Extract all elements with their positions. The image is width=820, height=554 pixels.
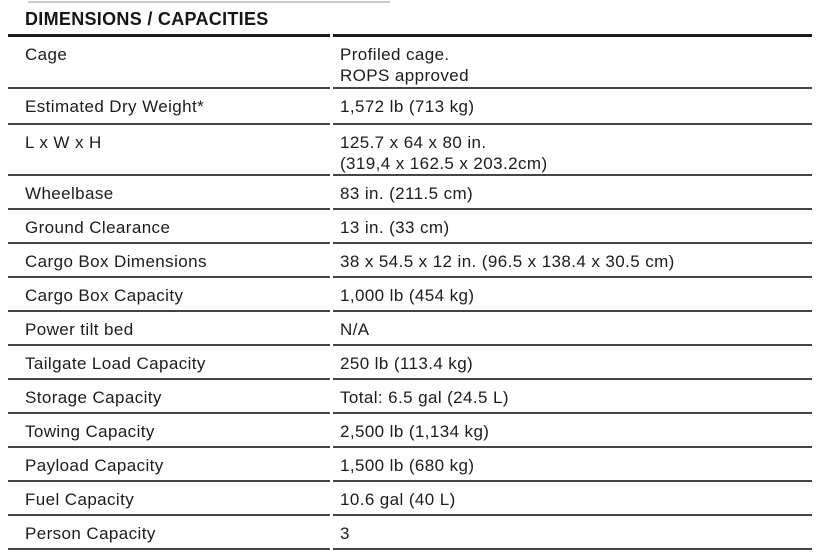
spec-value: Total: 6.5 gal (24.5 L) — [333, 380, 812, 414]
table-row: Towing Capacity 2,500 lb (1,134 kg) — [8, 414, 812, 448]
spec-table-body: Cage Profiled cage. ROPS approved Estima… — [8, 34, 812, 550]
table-row: Estimated Dry Weight* 1,572 lb (713 kg) — [8, 89, 812, 125]
table-row: Cargo Box Dimensions 38 x 54.5 x 12 in. … — [8, 244, 812, 278]
spec-label: Estimated Dry Weight* — [8, 89, 330, 125]
table-row: Cargo Box Capacity 1,000 lb (454 kg) — [8, 278, 812, 312]
spec-label: Cargo Box Capacity — [8, 278, 330, 312]
table-row: Fuel Capacity 10.6 gal (40 L) — [8, 482, 812, 516]
table-row: Person Capacity 3 — [8, 516, 812, 550]
spec-value: 13 in. (33 cm) — [333, 210, 812, 244]
spec-value: 10.6 gal (40 L) — [333, 482, 812, 516]
spec-label: Ground Clearance — [8, 210, 330, 244]
table-row: Payload Capacity 1,500 lb (680 kg) — [8, 448, 812, 482]
spec-label: Person Capacity — [8, 516, 330, 550]
table-row: Ground Clearance 13 in. (33 cm) — [8, 210, 812, 244]
spec-label: Towing Capacity — [8, 414, 330, 448]
spec-value: 1,572 lb (713 kg) — [333, 89, 812, 125]
crop-artifact-line — [28, 1, 390, 3]
spec-value: 125.7 x 64 x 80 in. (319,4 x 162.5 x 203… — [333, 125, 812, 176]
table-row: L x W x H 125.7 x 64 x 80 in. (319,4 x 1… — [8, 125, 812, 176]
table-row: Power tilt bed N/A — [8, 312, 812, 346]
table-row: Cage Profiled cage. ROPS approved — [8, 34, 812, 89]
spec-label: L x W x H — [8, 125, 330, 176]
spec-label: Payload Capacity — [8, 448, 330, 482]
spec-value: 3 — [333, 516, 812, 550]
table-row: Storage Capacity Total: 6.5 gal (24.5 L) — [8, 380, 812, 414]
table-row: Tailgate Load Capacity 250 lb (113.4 kg) — [8, 346, 812, 380]
spec-value: 38 x 54.5 x 12 in. (96.5 x 138.4 x 30.5 … — [333, 244, 812, 278]
spec-label: Power tilt bed — [8, 312, 330, 346]
section-title: DIMENSIONS / CAPACITIES — [25, 9, 269, 29]
spec-value: 1,500 lb (680 kg) — [333, 448, 812, 482]
spec-value: Profiled cage. ROPS approved — [333, 34, 812, 89]
spec-label: Fuel Capacity — [8, 482, 330, 516]
spec-value: 250 lb (113.4 kg) — [333, 346, 812, 380]
spec-table: DIMENSIONS / CAPACITIES Cage Profiled ca… — [8, 0, 812, 550]
spec-label: Tailgate Load Capacity — [8, 346, 330, 380]
table-row: Wheelbase 83 in. (211.5 cm) — [8, 176, 812, 210]
spec-label: Storage Capacity — [8, 380, 330, 414]
spec-label: Cargo Box Dimensions — [8, 244, 330, 278]
spec-label: Cage — [8, 34, 330, 89]
spec-value: 1,000 lb (454 kg) — [333, 278, 812, 312]
spec-label: Wheelbase — [8, 176, 330, 210]
spec-value: 2,500 lb (1,134 kg) — [333, 414, 812, 448]
spec-value: N/A — [333, 312, 812, 346]
spec-value: 83 in. (211.5 cm) — [333, 176, 812, 210]
